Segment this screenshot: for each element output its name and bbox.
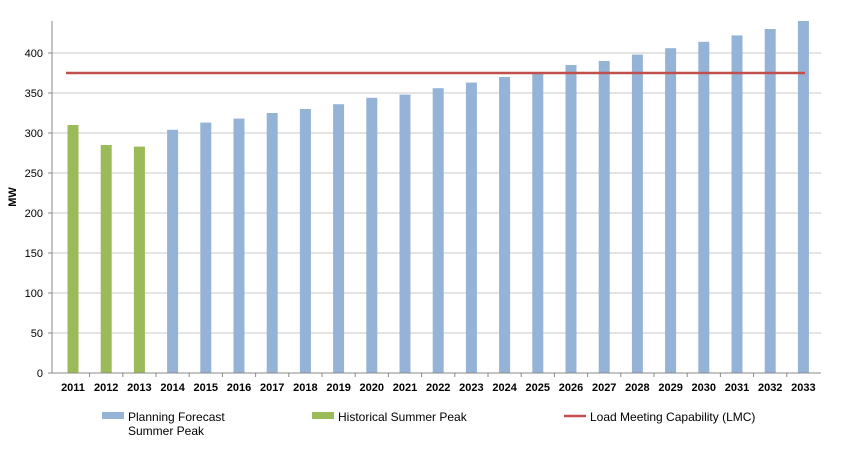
forecast-bar [200, 122, 212, 373]
x-tick-label: 2018 [293, 382, 317, 394]
x-tick-label: 2015 [194, 382, 218, 394]
y-tick-label: 200 [25, 208, 43, 220]
forecast-bar [532, 72, 544, 373]
forecast-bar [631, 54, 643, 373]
forecast-bar [731, 35, 743, 374]
forecast-bar [432, 88, 444, 373]
x-tick-label: 2014 [160, 382, 185, 394]
forecast-bar [366, 97, 378, 374]
forecast-bar [797, 21, 809, 373]
forecast-bar [167, 129, 179, 373]
x-tick-label: 2033 [791, 382, 815, 394]
x-tick-label: 2013 [127, 382, 151, 394]
y-tick-label: 250 [25, 168, 43, 180]
x-tick-label: 2017 [260, 382, 284, 394]
x-tick-label: 2022 [426, 382, 450, 394]
bars [67, 21, 809, 374]
y-axis: 0 50 100 150 200 250 300 350 400 [25, 21, 53, 380]
x-tick-label: 2028 [625, 382, 649, 394]
legend-label: Planning Forecast [128, 410, 225, 424]
x-tick-label: 2029 [658, 382, 682, 394]
forecast-bar [399, 94, 411, 373]
historical-bar [100, 145, 112, 373]
x-tick-label: 2020 [360, 382, 384, 394]
forecast-bar [333, 104, 345, 373]
y-tick-label: 300 [25, 128, 43, 140]
legend-swatch [102, 412, 124, 419]
x-tick-label: 2011 [61, 382, 85, 394]
y-tick-label: 100 [25, 288, 43, 300]
y-tick-label: 0 [37, 368, 43, 380]
legend-swatch [312, 412, 334, 419]
y-tick-label: 350 [25, 88, 43, 100]
legend-label: Load Meeting Capability (LMC) [590, 410, 755, 424]
x-tick-label: 2031 [725, 382, 749, 394]
historical-bar [133, 146, 145, 373]
x-tick-label: 2023 [459, 382, 483, 394]
legend-label: Summer Peak [128, 424, 205, 438]
y-tick-label: 50 [31, 328, 43, 340]
x-tick-label: 2032 [758, 382, 782, 394]
y-tick-label: 400 [25, 48, 43, 60]
x-axis: 2011 2012 2013 2014 2015 2016 2017 2018 2019 2020… [52, 372, 821, 394]
legend-label: Historical Summer Peak [338, 410, 468, 424]
forecast-bar [499, 77, 511, 373]
forecast-bar [665, 48, 677, 373]
forecast-bar [598, 61, 610, 373]
legend-historical: Historical Summer Peak [312, 410, 468, 424]
forecast-bar [698, 41, 710, 374]
forecast-bar [764, 29, 776, 373]
x-tick-label: 2025 [526, 382, 550, 394]
x-tick-label: 2030 [692, 382, 716, 394]
forecast-bar [233, 118, 245, 373]
x-tick-label: 2027 [592, 382, 616, 394]
x-tick-label: 2016 [227, 382, 251, 394]
x-tick-label: 2024 [492, 382, 517, 394]
legend-lmc: Load Meeting Capability (LMC) [564, 410, 755, 424]
forecast-bar [565, 65, 577, 373]
x-tick-label: 2021 [393, 382, 417, 394]
x-tick-label: 2026 [559, 382, 583, 394]
forecast-bar [266, 113, 278, 373]
y-tick-label: 150 [25, 248, 43, 260]
historical-bar [67, 125, 79, 373]
x-tick-label: 2019 [326, 382, 350, 394]
forecast-bar [465, 82, 477, 373]
x-tick-label: 2012 [94, 382, 118, 394]
y-axis-label: MW [7, 187, 19, 207]
forecast-bar [299, 109, 311, 373]
